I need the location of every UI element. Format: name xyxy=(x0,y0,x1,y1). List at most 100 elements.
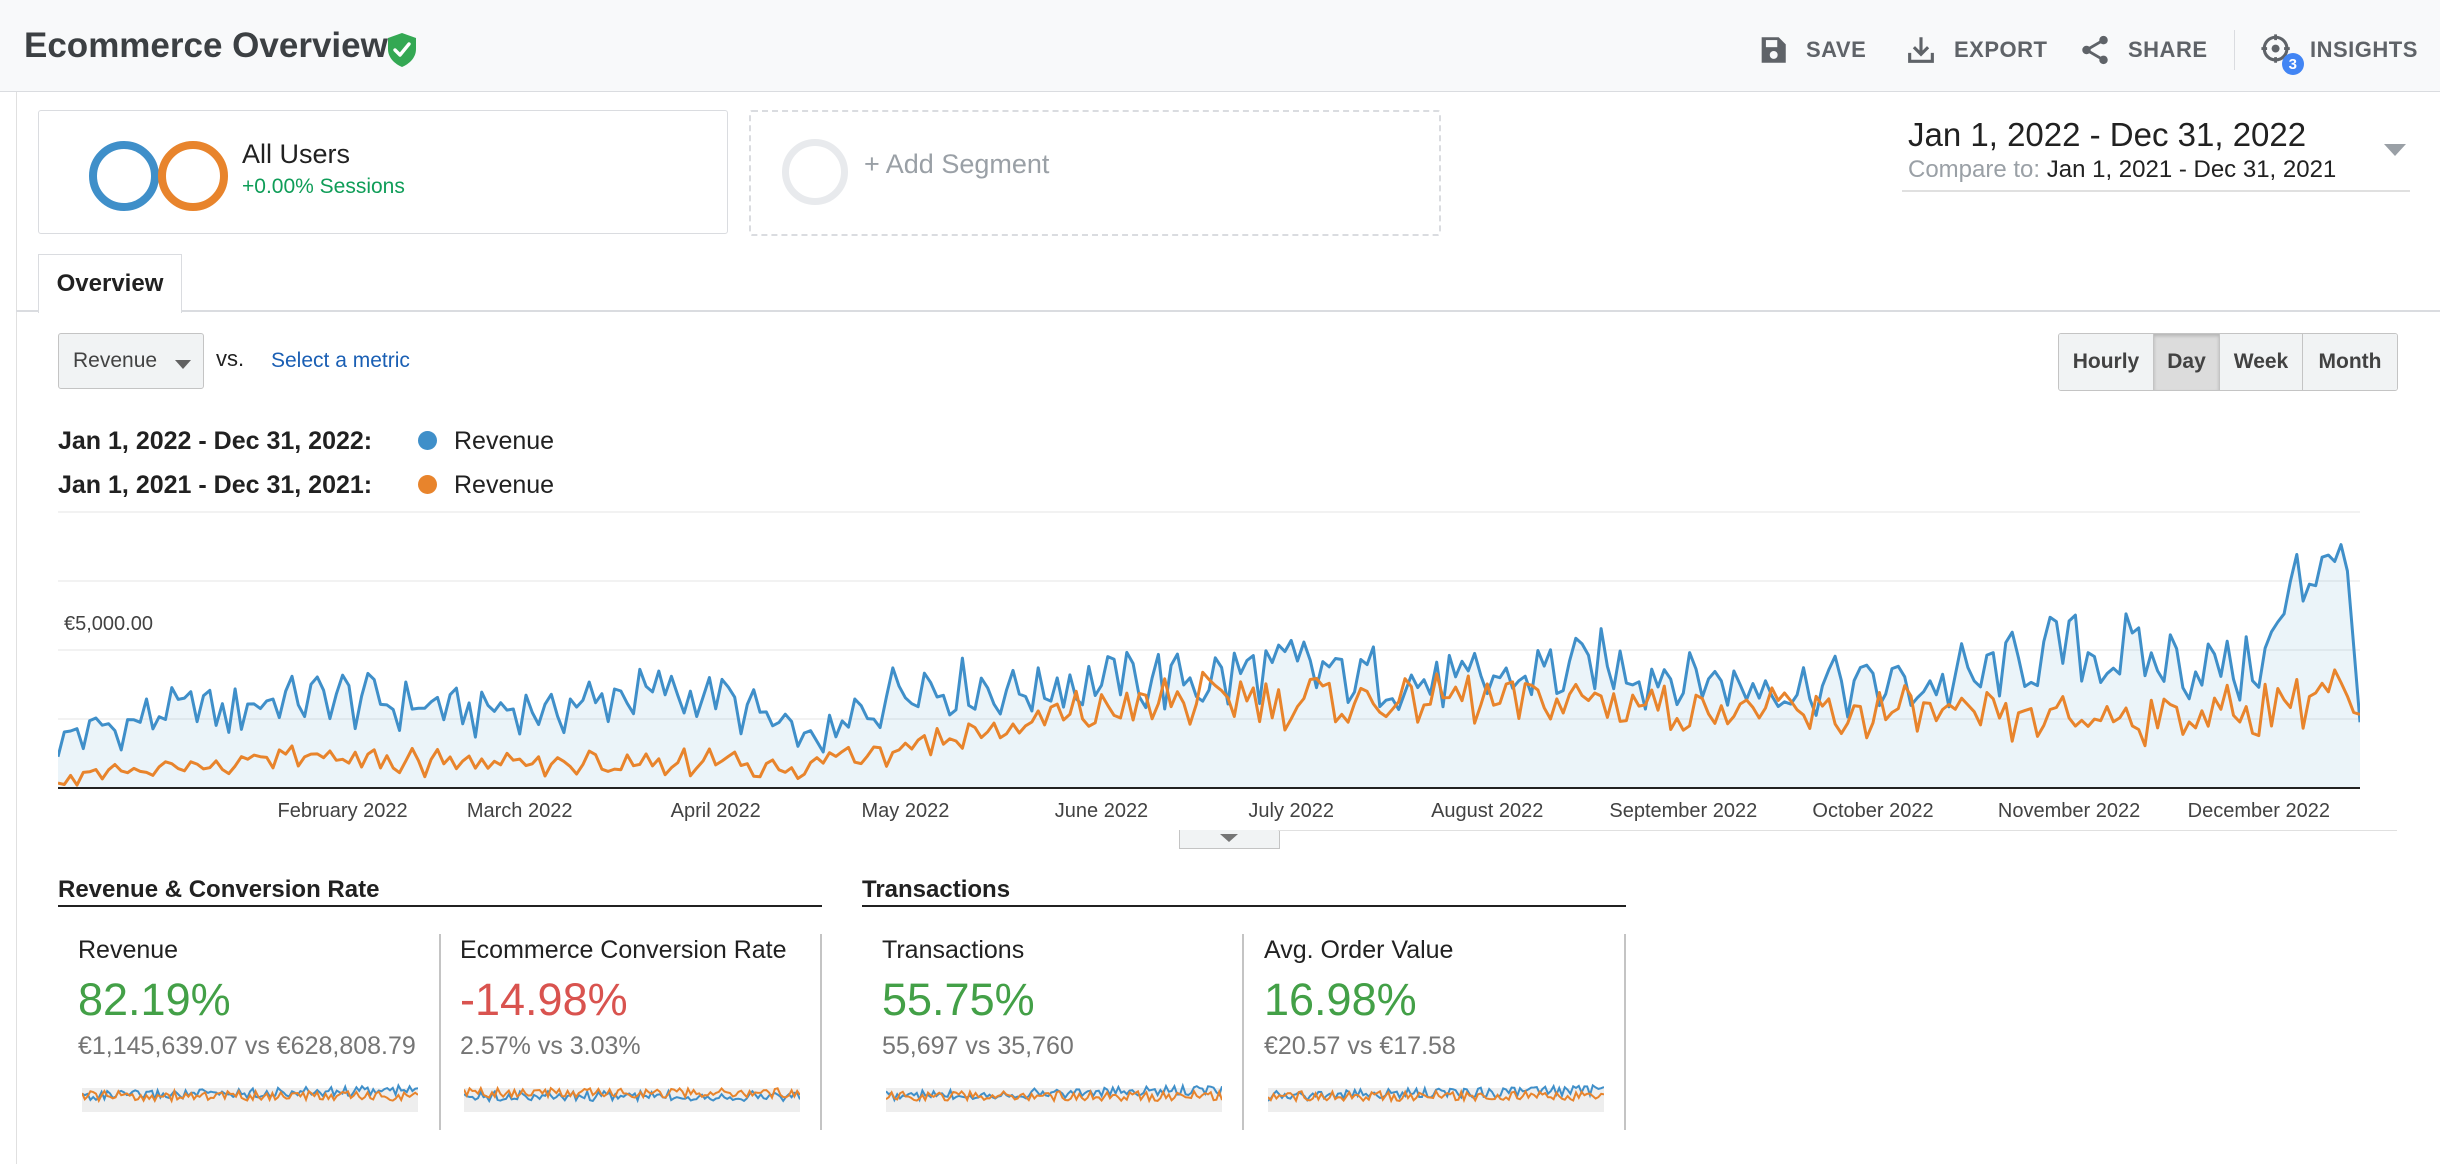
group-rule xyxy=(58,905,822,907)
x-tick-label: December 2022 xyxy=(2188,800,2330,822)
chart-collapse-handle[interactable] xyxy=(1179,830,1280,849)
segment-ring-previous xyxy=(158,141,228,211)
share-button[interactable]: SHARE xyxy=(2078,28,2208,72)
compare-value: Jan 1, 2021 - Dec 31, 2021 xyxy=(2046,156,2337,183)
metric-change: 82.19% xyxy=(78,974,231,1025)
metric-divider xyxy=(1242,934,1244,1130)
save-label: SAVE xyxy=(1806,37,1867,62)
metric-card-avg-order-value[interactable]: Avg. Order Value 16.98% €20.57 vs €17.58 xyxy=(1244,932,1626,1130)
date-range-value: Jan 1, 2022 - Dec 31, 2022 xyxy=(1908,116,2307,153)
export-button[interactable]: EXPORT xyxy=(1904,28,2047,72)
export-label: EXPORT xyxy=(1954,37,2048,62)
sparkline-series-current xyxy=(82,1082,418,1103)
export-icon xyxy=(1908,37,1934,63)
save-button[interactable]: SAVE xyxy=(1756,28,1866,72)
x-tick-label: November 2022 xyxy=(1998,800,2140,822)
page-title: Ecommerce Overview xyxy=(24,26,388,65)
legend-range-previous: Jan 1, 2021 - Dec 31, 2021: xyxy=(58,471,373,499)
vs-label: vs. xyxy=(216,346,245,371)
legend-series-current: Revenue xyxy=(454,427,555,455)
sparkline-series-previous xyxy=(464,1085,800,1101)
x-tick-label: October 2022 xyxy=(1812,800,1933,822)
sparkline-series-previous xyxy=(886,1088,1222,1104)
x-tick-label: July 2022 xyxy=(1248,800,1334,822)
insights-count-badge: 3 xyxy=(2282,53,2304,75)
metric-label: Ecommerce Conversion Rate xyxy=(460,936,787,964)
granularity-hourly-button[interactable]: Hourly xyxy=(2059,334,2154,390)
segment-label: All Users xyxy=(242,139,351,169)
group-rule xyxy=(862,905,1626,907)
metric-label: Revenue xyxy=(78,936,179,964)
metric-label: Transactions xyxy=(882,936,1025,964)
x-tick-label: March 2022 xyxy=(467,800,573,822)
chevron-down-icon xyxy=(2384,144,2406,156)
metric-sparkline xyxy=(886,1082,1222,1112)
metric-card-conversion-rate[interactable]: Ecommerce Conversion Rate -14.98% 2.57% … xyxy=(440,932,822,1130)
legend-series-previous: Revenue xyxy=(454,471,555,499)
verified-shield-icon xyxy=(388,33,416,67)
add-segment-button[interactable]: + Add Segment xyxy=(749,110,1441,236)
save-icon xyxy=(1761,37,1786,63)
x-tick-label: September 2022 xyxy=(1609,800,1757,822)
x-tick-label: June 2022 xyxy=(1055,800,1148,822)
select-metric-link[interactable]: Select a metric xyxy=(271,349,410,372)
metric-divider xyxy=(439,934,441,1130)
insights-label: INSIGHTS xyxy=(2310,37,2418,62)
segment-all-users[interactable]: All Users +0.00% Sessions xyxy=(38,110,728,234)
metric-dropdown[interactable]: Revenue xyxy=(58,333,204,389)
metric-label: Avg. Order Value xyxy=(1264,936,1454,964)
insights-icon xyxy=(2261,34,2290,63)
compare-range: Compare to: Jan 1, 2021 - Dec 31, 2021 xyxy=(1908,156,2336,184)
x-tick-label: April 2022 xyxy=(671,800,761,822)
insights-button[interactable]: 3 INSIGHTS xyxy=(2260,28,2418,75)
metric-card-revenue[interactable]: Revenue 82.19% €1,145,639.07 vs €628,808… xyxy=(58,932,440,1130)
series-line-current xyxy=(58,543,2360,758)
metric-change: -14.98% xyxy=(460,974,628,1025)
metric-comparison: 55,697 vs 35,760 xyxy=(882,1032,1074,1060)
metric-change: 16.98% xyxy=(1264,974,1417,1025)
series-line-previous xyxy=(58,668,2360,787)
metric-card-transactions[interactable]: Transactions 55.75% 55,697 vs 35,760 xyxy=(862,932,1244,1130)
add-segment-label: + Add Segment xyxy=(864,149,1050,179)
series-area-0 xyxy=(58,544,2360,788)
content-left-border xyxy=(16,92,17,1164)
metric-sparkline xyxy=(82,1082,418,1112)
metric-divider xyxy=(1624,934,1626,1130)
granularity-week-button[interactable]: Week xyxy=(2220,334,2303,390)
legend-range-current: Jan 1, 2022 - Dec 31, 2022: xyxy=(58,427,373,455)
metric-divider xyxy=(820,934,822,1130)
granularity-toggle: Hourly Day Week Month xyxy=(2058,333,2398,391)
segment-ring-current xyxy=(89,141,159,211)
tab-overview[interactable]: Overview xyxy=(38,254,182,313)
x-tick-label: August 2022 xyxy=(1431,800,1543,822)
metric-sparkline xyxy=(464,1085,800,1112)
metric-comparison: €1,145,639.07 vs €628,808.79 xyxy=(78,1032,416,1060)
tab-underline xyxy=(16,310,2440,312)
sparkline-series-previous xyxy=(1268,1088,1604,1104)
granularity-month-button[interactable]: Month xyxy=(2303,334,2397,390)
x-tick-label: February 2022 xyxy=(278,800,408,822)
share-label: SHARE xyxy=(2128,37,2208,62)
metric-change: 55.75% xyxy=(882,974,1035,1025)
share-icon xyxy=(2082,35,2108,65)
legend-dot-current xyxy=(418,431,437,450)
add-segment-ring-icon xyxy=(782,139,848,205)
chevron-down-icon xyxy=(1220,834,1238,842)
chevron-down-icon xyxy=(175,360,191,369)
date-range-picker[interactable]: Jan 1, 2022 - Dec 31, 2022 Compare to: J… xyxy=(1902,112,2410,192)
metric-sparkline xyxy=(1268,1083,1604,1112)
chart-divider xyxy=(1278,830,2397,831)
metric-dropdown-value: Revenue xyxy=(73,349,158,372)
sparkline-series-previous xyxy=(82,1087,418,1104)
legend-dot-previous xyxy=(418,475,437,494)
y-tick-label: €5,000.00 xyxy=(64,613,153,635)
group-title-revenue-conversion: Revenue & Conversion Rate xyxy=(58,876,380,903)
x-tick-label: May 2022 xyxy=(862,800,950,822)
sparkline-series-current xyxy=(886,1082,1222,1103)
header-divider xyxy=(2234,30,2235,70)
granularity-day-button[interactable]: Day xyxy=(2154,334,2220,390)
metric-comparison: 2.57% vs 3.03% xyxy=(460,1032,641,1060)
segment-sessions-change: +0.00% Sessions xyxy=(242,175,405,198)
compare-label: Compare to: xyxy=(1908,156,2041,183)
